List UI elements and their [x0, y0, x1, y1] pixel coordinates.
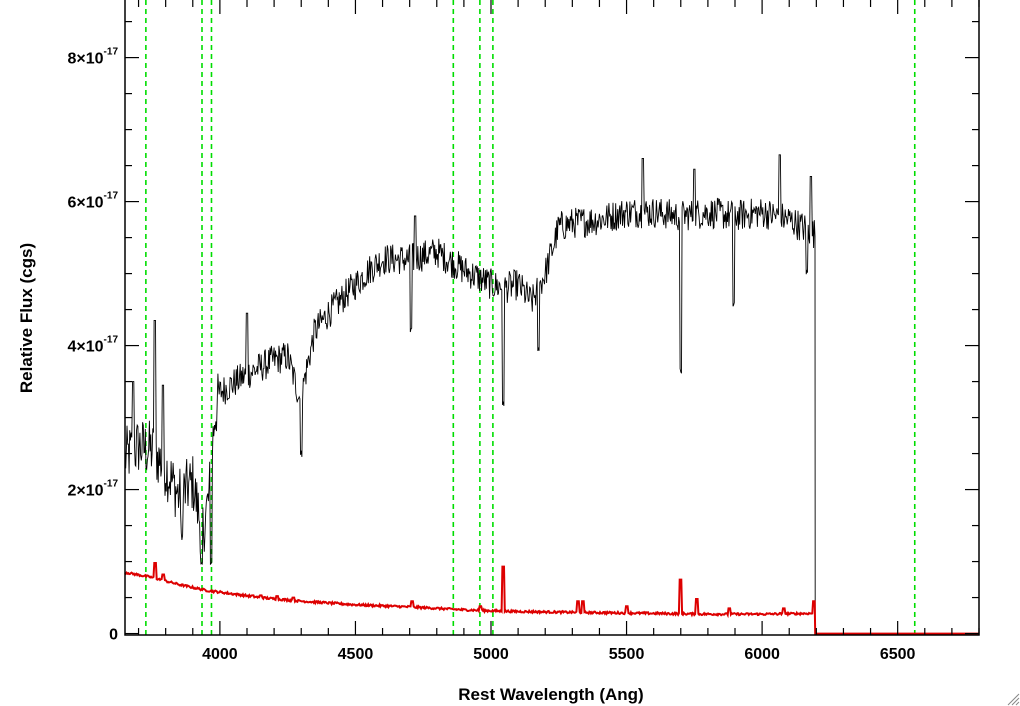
x-axis-label: Rest Wavelength (Ang) — [458, 685, 643, 704]
y-tick-label: 8×10-17 — [68, 47, 119, 68]
axes-group — [124, 0, 980, 636]
y-tick-mantissa: 8×10 — [68, 51, 104, 68]
x-tick-label: 4500 — [338, 646, 374, 663]
y-tick-label: 0 — [109, 627, 118, 644]
y-tick-label: 6×10-17 — [68, 191, 119, 212]
tick-labels: 4000 4500 5000 5500 6000 650002×10-174×10-176… — [68, 47, 916, 663]
flux-series-line — [124, 154, 816, 634]
y-tick-exponent: -17 — [104, 335, 119, 346]
x-tick-label: 6000 — [744, 646, 780, 663]
y-tick-mantissa: 4×10 — [68, 339, 104, 356]
series-group — [124, 154, 979, 635]
resize-grip-icon[interactable] — [1007, 693, 1020, 706]
y-tick-exponent: -17 — [104, 47, 119, 58]
plot-frame — [124, 0, 980, 636]
x-tick-label: 5500 — [609, 646, 645, 663]
y-axis-label: Relative Flux (cgs) — [17, 243, 36, 393]
y-tick-mantissa: 2×10 — [68, 483, 104, 500]
x-tick-label: 4000 — [202, 646, 238, 663]
x-tick-label: 5000 — [473, 646, 509, 663]
y-tick-label: 4×10-17 — [68, 335, 119, 356]
y-tick-label: 2×10-17 — [68, 479, 119, 500]
y-tick-exponent: -17 — [104, 479, 119, 490]
y-tick-mantissa: 0 — [109, 627, 118, 644]
error-series-line — [124, 562, 979, 635]
y-tick-mantissa: 6×10 — [68, 195, 104, 212]
x-tick-label: 6500 — [880, 646, 916, 663]
emission-line-markers — [145, 0, 916, 635]
y-tick-exponent: -17 — [104, 191, 119, 202]
